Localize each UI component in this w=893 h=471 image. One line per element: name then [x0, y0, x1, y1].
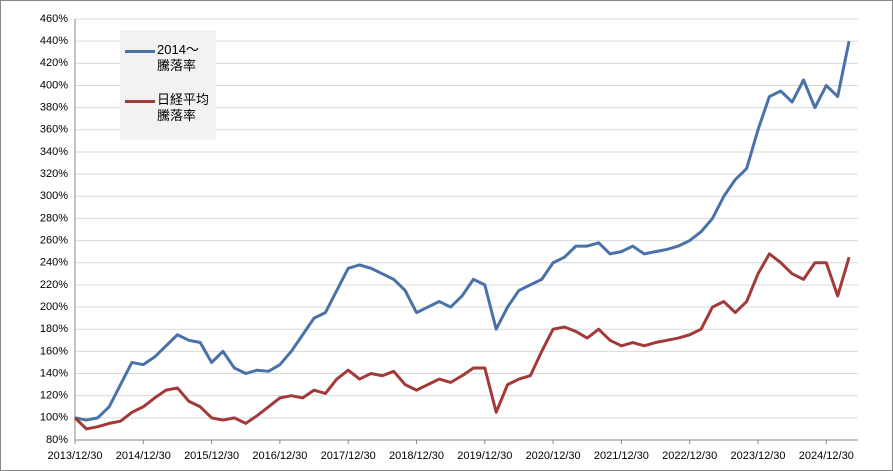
y-tick-label: 280%	[40, 212, 68, 224]
y-tick-label: 400%	[40, 79, 68, 91]
x-tick-label: 2022/12/30	[662, 450, 717, 462]
x-tick-label: 2020/12/30	[526, 450, 581, 462]
y-tick-label: 100%	[40, 412, 68, 424]
series-line	[73, 252, 851, 431]
x-tick-label: 2019/12/30	[457, 450, 512, 462]
y-tick-label: 160%	[40, 345, 68, 357]
y-tick-label: 320%	[40, 168, 68, 180]
legend: 2014～ 騰落率 日経平均 騰落率	[120, 30, 216, 140]
y-tick-label: 220%	[40, 279, 68, 291]
x-tick-label: 2024/12/30	[799, 450, 854, 462]
x-tick-label: 2021/12/30	[594, 450, 649, 462]
legend-label: 日経平均 騰落率	[157, 92, 210, 123]
y-tick-label: 260%	[40, 234, 68, 246]
y-tick-label: 420%	[40, 57, 68, 69]
y-tick-label: 460%	[40, 13, 68, 25]
y-tick-label: 440%	[40, 35, 68, 47]
y-tick-label: 380%	[40, 102, 68, 114]
y-tick-label: 80%	[46, 434, 68, 446]
y-tick-label: 340%	[40, 146, 68, 158]
x-tick-label: 2023/12/30	[730, 450, 785, 462]
legend-swatch	[125, 50, 155, 53]
x-tick-label: 2018/12/30	[389, 450, 444, 462]
legend-label: 2014～ 騰落率	[157, 42, 199, 73]
y-tick-label: 240%	[40, 257, 68, 269]
x-tick-label: 2015/12/30	[184, 450, 239, 462]
x-tick-label: 2013/12/30	[47, 450, 102, 462]
y-tick-label: 180%	[40, 323, 68, 335]
legend-swatch	[125, 100, 155, 103]
x-tick-label: 2016/12/30	[252, 450, 307, 462]
y-tick-label: 120%	[40, 390, 68, 402]
y-tick-label: 300%	[40, 190, 68, 202]
y-tick-label: 140%	[40, 367, 68, 379]
series-line	[74, 40, 851, 422]
y-tick-label: 200%	[40, 301, 68, 313]
x-tick-label: 2014/12/30	[116, 450, 171, 462]
y-tick-label: 360%	[40, 124, 68, 136]
x-tick-label: 2017/12/30	[321, 450, 376, 462]
